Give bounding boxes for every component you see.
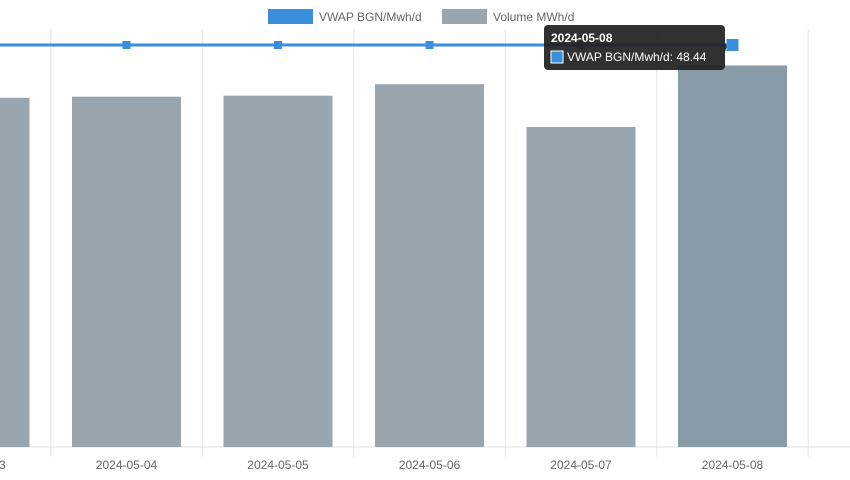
tooltip-title: 2024-05-08 <box>551 31 613 45</box>
x-tick-label: 2024-05-06 <box>399 458 461 472</box>
x-tick-label: 2024-05-04 <box>96 458 158 472</box>
tooltip: 2024-05-08 VWAP BGN/Mwh/d: 48.44 <box>544 25 725 70</box>
x-tick-label: 2024-05-03 <box>0 458 6 472</box>
bar-volume[interactable] <box>375 84 484 448</box>
tooltip-box <box>544 25 725 70</box>
tooltip-caret <box>725 42 727 52</box>
volume-bars <box>0 65 787 448</box>
legend[interactable]: VWAP BGN/Mwh/d Volume MWh/d <box>268 9 574 24</box>
bar-volume[interactable] <box>526 126 636 447</box>
legend-swatch-volume[interactable] <box>442 9 487 24</box>
bar-volume[interactable] <box>223 95 333 448</box>
x-tick-label: 2024-05-08 <box>702 458 764 472</box>
vwap-point[interactable] <box>122 41 131 49</box>
tooltip-label: VWAP BGN/Mwh/d: 48.44 <box>567 50 707 64</box>
bar-volume[interactable] <box>0 97 30 447</box>
vwap-point[interactable] <box>274 41 282 49</box>
x-axis-ticks: 2024-05-03 2024-05-04 2024-05-05 2024-05-06… <box>0 458 764 472</box>
bar-volume[interactable] <box>72 96 181 447</box>
x-tick-label: 2024-05-05 <box>247 458 309 472</box>
bar-volume[interactable] <box>678 65 787 447</box>
vwap-point[interactable] <box>425 41 434 49</box>
legend-label-volume[interactable]: Volume MWh/d <box>493 10 574 24</box>
x-tick-label: 2024-05-07 <box>550 458 612 472</box>
legend-label-vwap[interactable]: VWAP BGN/Mwh/d <box>319 10 422 24</box>
tooltip-swatch <box>550 50 564 64</box>
vwap-point[interactable] <box>726 39 739 51</box>
legend-swatch-vwap[interactable] <box>268 9 313 24</box>
